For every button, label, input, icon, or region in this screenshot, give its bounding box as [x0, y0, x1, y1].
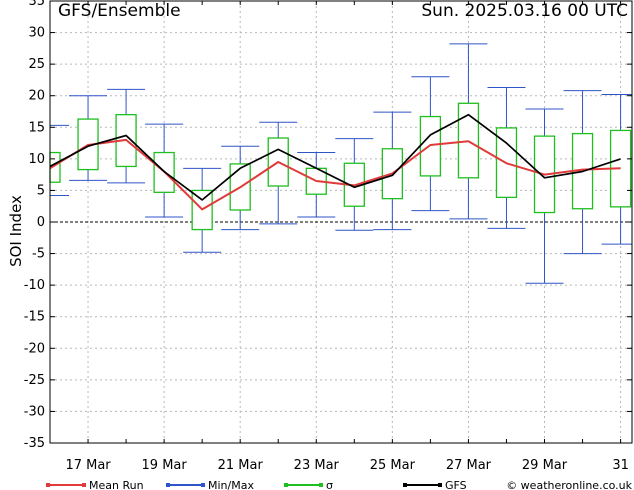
series-line-mean-run — [49, 138, 621, 211]
y-axis-ticks: -35 -30 -25 -20 -15 -10 -5 0 5 10 15 20 25 30 35 — [24, 0, 632, 451]
y-tick-label: -20 — [24, 341, 45, 356]
y-tick-label: -5 — [32, 247, 45, 262]
legend-marker-gfs — [403, 483, 407, 487]
y-tick-label: 30 — [28, 26, 45, 41]
legend-label-sigma: σ — [326, 479, 333, 490]
run-date: Sun. 2025.03.16 00 UTC — [421, 1, 628, 21]
y-tick-label: 0 — [37, 215, 45, 230]
x-tick-label: 21 Mar — [218, 458, 264, 473]
y-tick-label: -25 — [24, 373, 45, 388]
y-tick-label: 35 — [28, 0, 45, 9]
x-tick-label: 19 Mar — [142, 458, 188, 473]
sigma-boxes — [49, 102, 632, 231]
y-tick-label: 25 — [28, 57, 45, 72]
legend-item-gfs: GFS — [403, 479, 467, 490]
copyright-credit: © weatheronline.co.uk — [506, 479, 632, 490]
legend-label-gfs: GFS — [445, 479, 467, 490]
y-tick-label: -15 — [24, 310, 45, 325]
y-tick-label: -10 — [24, 278, 45, 293]
legend-item-min-max: Min/Max — [166, 479, 254, 490]
x-tick-label: 27 Mar — [446, 458, 492, 473]
y-axis-label: SOI Index — [7, 195, 25, 267]
series-line-gfs — [49, 113, 621, 201]
x-tick-label: 31 — [612, 458, 629, 473]
y-tick-label: -35 — [24, 436, 45, 451]
y-tick-label: 10 — [28, 152, 45, 167]
series-lines — [49, 113, 621, 211]
legend-item-mean-run: Mean Run — [46, 479, 144, 490]
y-tick-label: -30 — [24, 404, 45, 419]
legend-label-mean-run: Mean Run — [89, 479, 144, 490]
x-tick-label: 23 Mar — [294, 458, 340, 473]
minmax-whiskers — [49, 43, 632, 284]
legend: Mean Run Min/Max σ GFS © weatheronline.c… — [46, 479, 633, 490]
legend-label-min-max: Min/Max — [208, 479, 254, 490]
legend-marker-mean-run — [46, 483, 50, 487]
chart-title: GFS/Ensemble — [58, 1, 181, 21]
y-tick-label: 15 — [28, 120, 45, 135]
y-tick-label: 20 — [28, 89, 45, 104]
legend-marker-sigma — [284, 483, 288, 487]
x-tick-label: 17 Mar — [65, 458, 111, 473]
x-tick-label: 25 Mar — [370, 458, 416, 473]
legend-item-sigma: σ — [284, 479, 333, 490]
x-axis-ticks: 17 Mar 19 Mar 21 Mar 23 Mar 25 Mar 27 Mar 29 M… — [49, 1, 629, 473]
legend-marker-min-max — [166, 483, 170, 487]
y-tick-label: 5 — [37, 183, 45, 198]
x-tick-label: 29 Mar — [522, 458, 568, 473]
